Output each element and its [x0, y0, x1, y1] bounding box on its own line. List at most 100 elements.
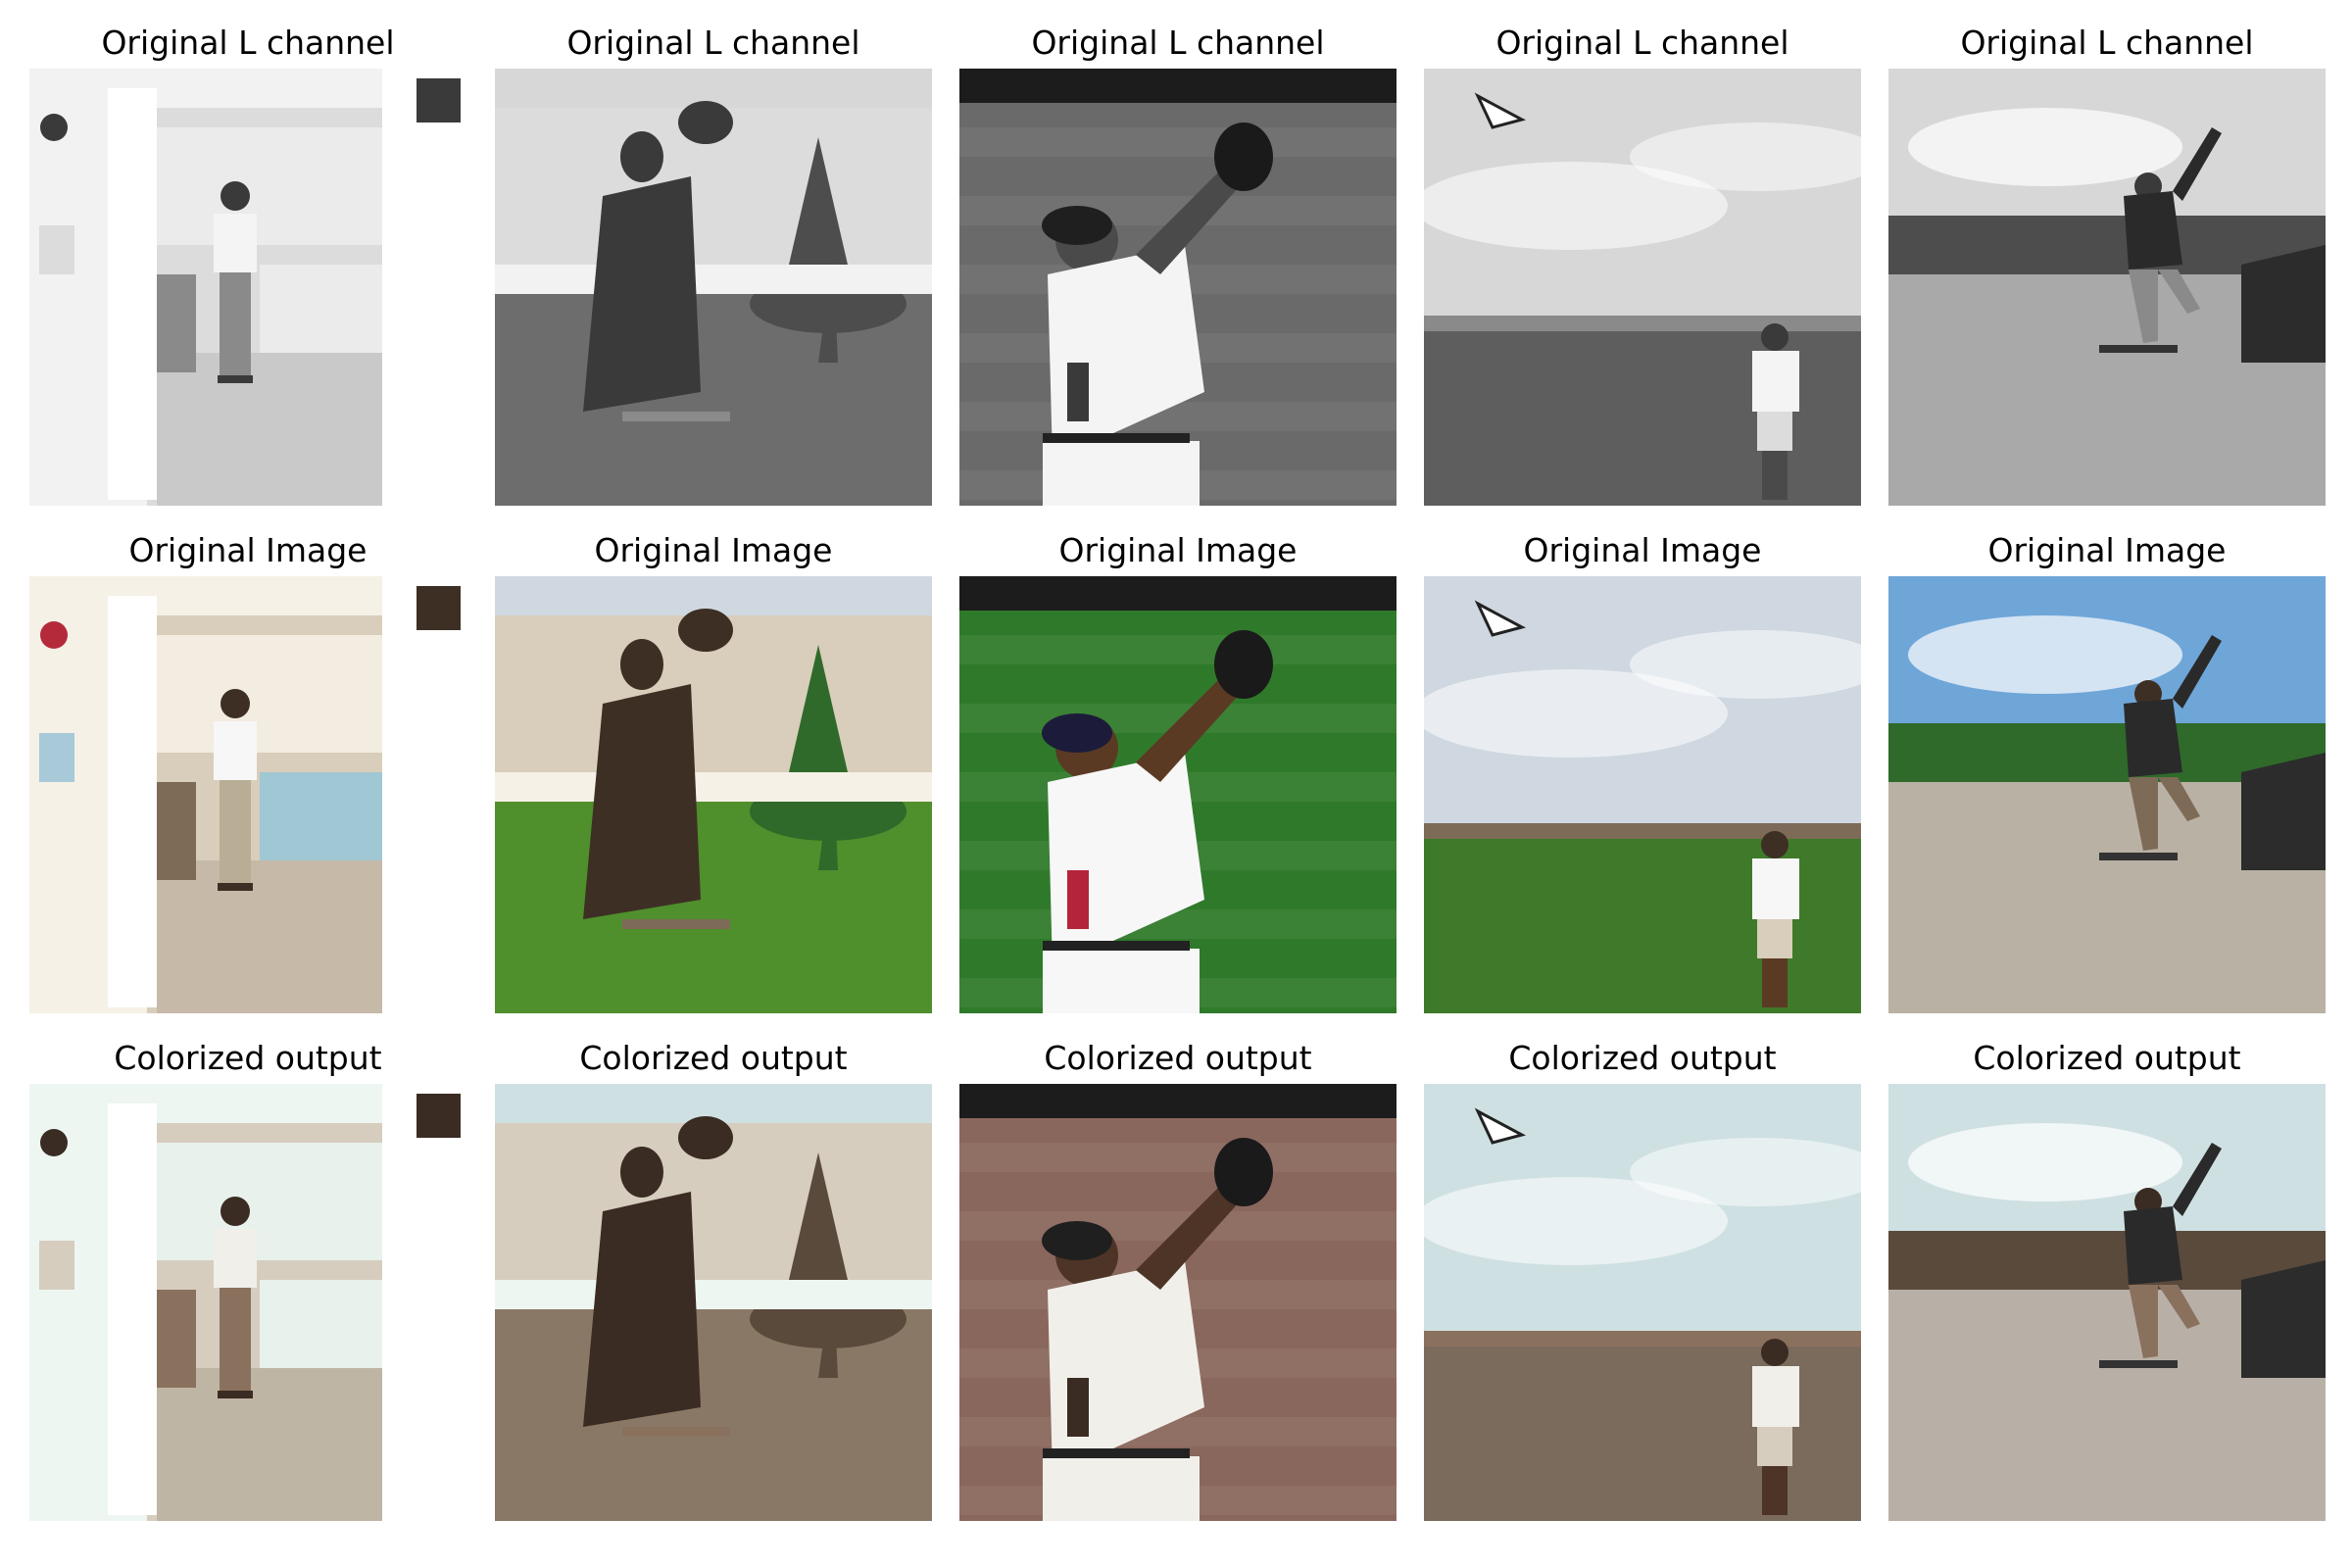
- panel-title: Original L channel: [1495, 24, 1789, 62]
- player-cap: [1042, 713, 1112, 753]
- speaker: [416, 586, 461, 630]
- panel-title: Colorized output: [114, 1039, 382, 1077]
- woman-shoes: [218, 375, 253, 383]
- skater-leg: [2129, 270, 2158, 343]
- statue-head: [620, 1147, 663, 1198]
- statue-robe: [583, 1192, 701, 1427]
- skate-bowl: [1888, 782, 2326, 1013]
- photo-drawing: [495, 576, 932, 1013]
- cypress-tree: [789, 137, 848, 265]
- door-frame-right: [382, 1084, 466, 1521]
- door-frame-left: [108, 88, 157, 500]
- photo-kites-over-grass-field: [1424, 1084, 1861, 1521]
- panel-title: Original Image: [1523, 531, 1762, 569]
- door-frame-right: [382, 576, 466, 1013]
- kite: [1474, 1107, 1527, 1145]
- cloud: [1908, 1123, 2182, 1201]
- ramp-block: [2241, 753, 2326, 870]
- panel-title: Colorized output: [1973, 1039, 2241, 1077]
- player-cap: [1042, 206, 1112, 245]
- sink-cabinet: [157, 1290, 196, 1388]
- man-legs: [1762, 451, 1788, 500]
- photo-bronze-statue-on-lawn: [495, 1084, 932, 1521]
- woman-shoes: [218, 1391, 253, 1398]
- photo-drawing: [29, 69, 466, 506]
- skateboard: [2099, 345, 2178, 353]
- panel-title: Original L channel: [1031, 24, 1325, 62]
- photo-skateboarder-at-skatepark: [1888, 69, 2326, 506]
- jersey-number: [1067, 1378, 1089, 1437]
- photo-drawing: [29, 576, 466, 1013]
- grass-stripe: [959, 909, 1396, 939]
- door-frame-left: [108, 596, 157, 1007]
- man-head: [1761, 323, 1788, 351]
- bathroom-floor: [157, 1368, 382, 1521]
- panel-title: Colorized output: [1044, 1039, 1312, 1077]
- cloud: [1424, 1177, 1728, 1265]
- photo-bronze-statue-on-lawn: [495, 69, 932, 506]
- man-legs: [1762, 958, 1788, 1007]
- player-pants: [1043, 441, 1200, 506]
- statue-head: [620, 639, 663, 690]
- statue-robe: [583, 684, 701, 919]
- woman-head: [220, 181, 250, 211]
- man-shorts: [1757, 412, 1792, 451]
- skater-arm: [2173, 1143, 2222, 1216]
- bathroom-floor: [157, 860, 382, 1013]
- player-pants: [1043, 949, 1200, 1013]
- skater-arm: [2173, 635, 2222, 709]
- statue-jug: [678, 1116, 733, 1159]
- photo-drawing: [29, 1084, 466, 1521]
- man-shirt: [1752, 858, 1799, 919]
- woman-shoes: [218, 883, 253, 891]
- stadium-wall: [959, 576, 1396, 611]
- wall-hook: [40, 621, 68, 649]
- panel-title: Colorized output: [1508, 1039, 1777, 1077]
- skateboard: [2099, 1360, 2178, 1368]
- panel-title: Original L channel: [1960, 24, 2254, 62]
- man-shirt: [1752, 351, 1799, 412]
- cloud: [1630, 630, 1861, 699]
- player-belt: [1043, 1448, 1190, 1458]
- photo-baseball-player-catching: [959, 576, 1396, 1013]
- woman-trousers: [220, 780, 251, 883]
- player-belt: [1043, 941, 1190, 951]
- stadium-wall: [959, 69, 1396, 103]
- ramp-block: [2241, 245, 2326, 363]
- woman-head: [220, 1197, 250, 1226]
- baseball-glove: [1214, 630, 1273, 699]
- grass-stripe: [959, 635, 1396, 664]
- panel-title: Original Image: [128, 531, 368, 569]
- man-head: [1761, 831, 1788, 858]
- skater-leg: [2158, 777, 2200, 821]
- jersey-number: [1067, 870, 1089, 929]
- panel-title: Original L channel: [566, 24, 860, 62]
- photo-woman-in-bathroom-doorway: [29, 69, 466, 506]
- speaker: [416, 78, 461, 122]
- cloud: [1908, 615, 2182, 694]
- photo-bronze-statue-on-lawn: [495, 576, 932, 1013]
- player-arms: [1136, 674, 1249, 782]
- skater-body: [2124, 699, 2182, 777]
- path: [495, 265, 932, 294]
- man-legs: [1762, 1466, 1788, 1515]
- photo-baseball-player-catching: [959, 1084, 1396, 1521]
- skater-body: [2124, 1206, 2182, 1285]
- woman-blouse: [214, 721, 257, 780]
- door-frame-right: [382, 69, 466, 506]
- inner-wall: [157, 127, 382, 245]
- skater-leg: [2158, 1285, 2200, 1329]
- sink-cabinet: [157, 274, 196, 372]
- photo-drawing: [495, 69, 932, 506]
- photo-drawing: [1888, 69, 2326, 506]
- skater-arm: [2173, 127, 2222, 201]
- photo-drawing: [959, 576, 1396, 1013]
- photo-drawing: [959, 69, 1396, 506]
- photo-woman-in-bathroom-doorway: [29, 1084, 466, 1521]
- photo-drawing: [495, 1084, 932, 1521]
- player-arms: [1136, 167, 1249, 274]
- skateboard: [2099, 853, 2178, 860]
- panel-title: Original Image: [1987, 531, 2227, 569]
- wall-hook: [40, 1129, 68, 1156]
